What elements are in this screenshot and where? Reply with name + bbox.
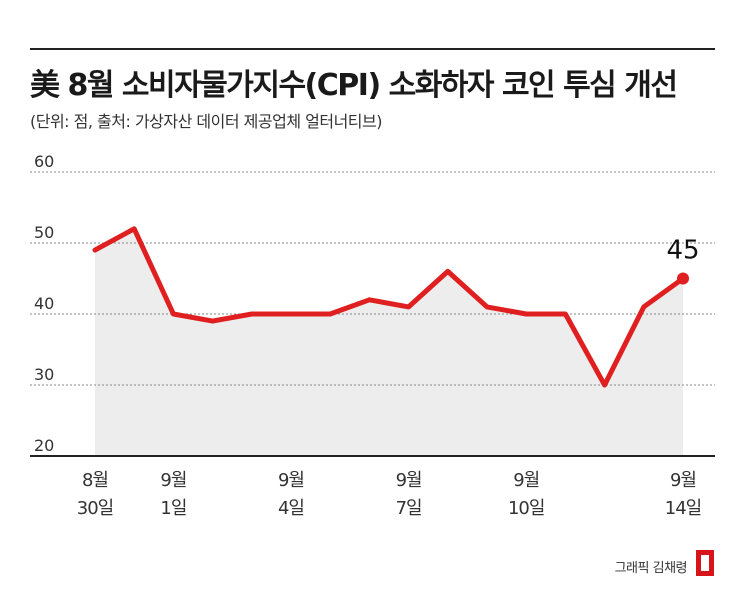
series-line [92,226,686,388]
x-tick-label: 9월 [278,470,304,491]
graphic-credit: 그래픽 김채령 [614,561,688,576]
x-tick-label: 9월 [160,470,186,491]
x-tick-label: 30일 [77,498,113,519]
chart-title: 美 8월 소비자물가지수(CPI) 소화하자 코인 투심 개선 [30,68,678,103]
x-tick-label: 9월 [670,470,696,491]
line-chart: 20 30 40 50 60 8월 30일 9월 1일 9월 4일 9월 7일 9월 10일 9월 14일 45 [30,152,715,519]
end-point-marker [677,272,689,285]
y-tick-label: 40 [34,294,54,313]
x-tick-label: 4일 [278,498,304,519]
area-fill [95,228,683,456]
y-tick-label: 30 [34,365,54,384]
chart-subtitle: (단위: 점, 출처: 가상자산 데이터 제공업체 얼터너티브) [30,112,383,131]
x-tick-label: 9월 [513,470,539,491]
x-tick-label: 8월 [82,470,108,491]
x-tick-label: 10일 [508,498,544,519]
x-tick-label: 7일 [396,498,422,519]
y-tick-label: 60 [34,152,54,171]
x-tick-label: 14일 [665,498,701,519]
news-logo-icon [696,550,714,576]
y-tick-label: 20 [34,436,54,455]
y-tick-label: 50 [34,223,54,242]
data-label: 45 [666,236,699,266]
x-tick-label: 9월 [396,470,422,491]
x-tick-label: 1일 [160,498,186,519]
top-rule [30,48,715,50]
